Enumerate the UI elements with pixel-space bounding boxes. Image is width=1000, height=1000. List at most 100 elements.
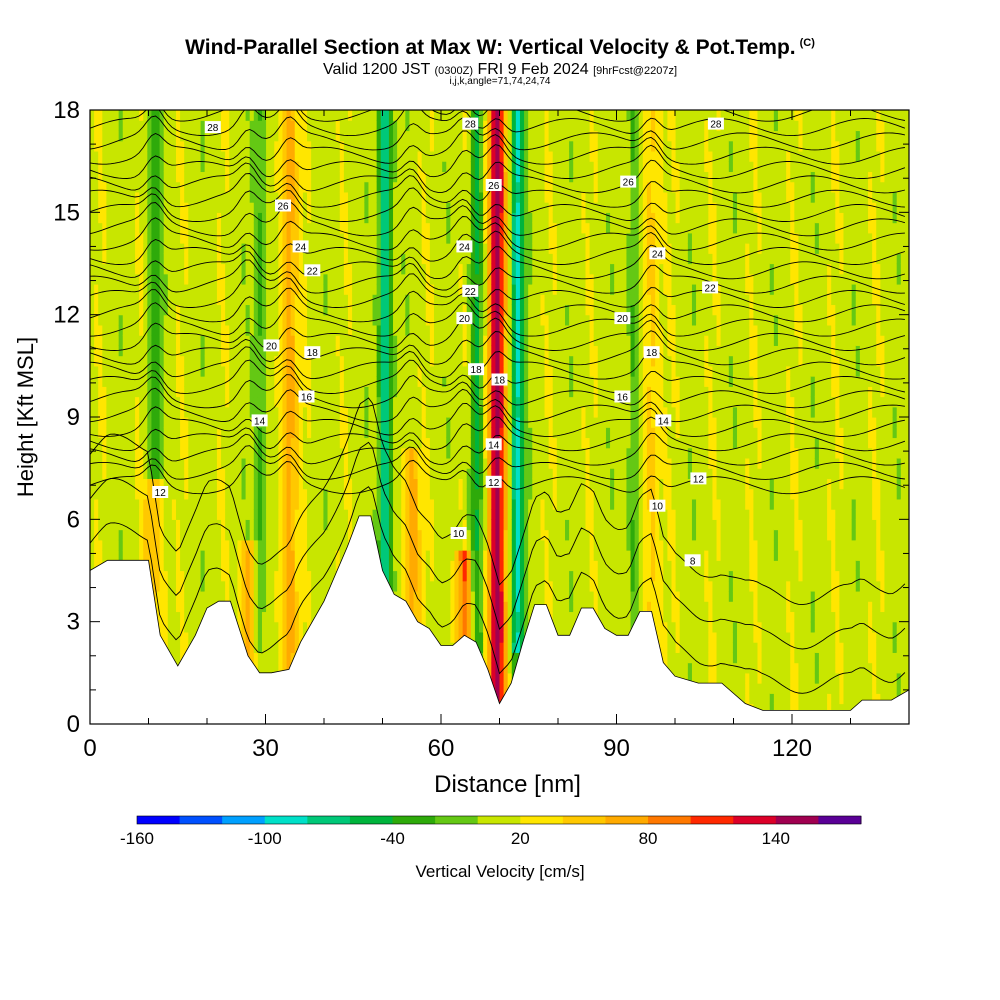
velocity-cell <box>216 447 222 459</box>
velocity-cell <box>384 202 390 213</box>
velocity-cell <box>94 294 99 306</box>
velocity-cell <box>143 539 148 551</box>
velocity-cell <box>225 427 230 439</box>
velocity-cell <box>298 130 304 142</box>
velocity-cell <box>270 478 275 490</box>
velocity-cell <box>278 294 284 306</box>
velocity-cell <box>204 590 210 602</box>
velocity-cell <box>270 611 275 623</box>
velocity-cell <box>294 478 300 490</box>
velocity-cell <box>98 232 103 244</box>
velocity-cell <box>257 243 263 254</box>
velocity-cell <box>380 273 386 285</box>
velocity-cell <box>167 468 173 479</box>
velocity-cell <box>368 232 374 244</box>
velocity-cell <box>397 345 402 357</box>
velocity-cell <box>192 580 198 592</box>
velocity-cell <box>266 662 271 674</box>
velocity-cell <box>347 253 353 265</box>
velocity-cell <box>319 335 325 346</box>
velocity-cell <box>114 191 120 203</box>
velocity-cell <box>175 386 181 398</box>
velocity-cell <box>229 120 234 132</box>
velocity-cell <box>360 161 365 172</box>
velocity-cell <box>208 365 214 377</box>
velocity-cell <box>237 488 243 500</box>
velocity-cell <box>294 427 300 439</box>
velocity-cell <box>393 457 398 469</box>
velocity-cell <box>130 150 136 162</box>
velocity-cell <box>237 427 243 439</box>
velocity-cell <box>327 437 333 449</box>
velocity-cell <box>315 529 320 541</box>
velocity-cell <box>266 509 271 520</box>
velocity-cell <box>151 519 157 531</box>
velocity-cell <box>175 498 181 510</box>
velocity-cell <box>94 417 99 428</box>
velocity-cell <box>188 386 193 398</box>
velocity-cell <box>90 488 95 500</box>
velocity-cell <box>253 519 259 531</box>
velocity-cell <box>274 283 279 295</box>
velocity-cell <box>290 294 296 306</box>
velocity-cell <box>253 529 259 541</box>
velocity-cell <box>286 642 292 653</box>
velocity-cell <box>315 120 320 132</box>
velocity-cell <box>106 365 112 377</box>
velocity-cell <box>388 396 394 408</box>
velocity-cell <box>155 345 161 357</box>
velocity-cell <box>319 550 325 561</box>
velocity-cell <box>143 202 148 213</box>
velocity-cell <box>200 570 206 582</box>
velocity-cell <box>200 601 206 613</box>
velocity-cell <box>196 161 202 172</box>
velocity-cell <box>106 161 112 172</box>
velocity-cell <box>413 519 419 531</box>
velocity-cell <box>180 335 185 346</box>
velocity-cell <box>253 427 259 439</box>
velocity-cell <box>163 345 169 357</box>
velocity-cell <box>274 468 279 479</box>
velocity-cell <box>311 222 316 234</box>
velocity-cell <box>397 570 402 582</box>
velocity-cell <box>343 222 349 234</box>
velocity-cell <box>286 447 292 459</box>
velocity-cell <box>192 570 198 582</box>
velocity-cell <box>380 110 386 121</box>
velocity-cell <box>102 468 107 479</box>
velocity-cell <box>409 263 415 275</box>
velocity-cell <box>192 232 198 244</box>
velocity-cell <box>384 273 390 285</box>
velocity-cell <box>339 335 345 346</box>
velocity-cell <box>409 376 415 387</box>
velocity-cell <box>135 509 140 520</box>
velocity-cell <box>266 652 271 664</box>
velocity-cell <box>192 202 198 213</box>
velocity-cell <box>229 314 234 326</box>
velocity-cell <box>319 386 325 398</box>
velocity-cell <box>200 171 206 183</box>
velocity-cell <box>294 140 300 152</box>
velocity-cell <box>188 202 193 213</box>
velocity-cell <box>106 509 112 520</box>
velocity-cell <box>225 191 230 203</box>
velocity-cell <box>360 294 365 306</box>
velocity-cell <box>188 304 193 316</box>
velocity-cell <box>249 427 255 439</box>
velocity-cell <box>331 365 337 377</box>
velocity-cell <box>409 212 415 224</box>
velocity-cell <box>323 539 329 551</box>
velocity-cell <box>167 498 173 510</box>
velocity-cell <box>175 550 181 561</box>
velocity-cell <box>286 243 292 254</box>
velocity-cell <box>233 294 239 306</box>
velocity-cell <box>192 376 198 387</box>
velocity-cell <box>376 283 382 295</box>
velocity-cell <box>413 468 419 479</box>
velocity-cell <box>237 222 243 234</box>
velocity-cell <box>401 529 406 541</box>
velocity-cell <box>167 539 173 551</box>
velocity-cell <box>397 110 402 121</box>
velocity-cell <box>331 191 337 203</box>
velocity-cell <box>274 386 279 398</box>
